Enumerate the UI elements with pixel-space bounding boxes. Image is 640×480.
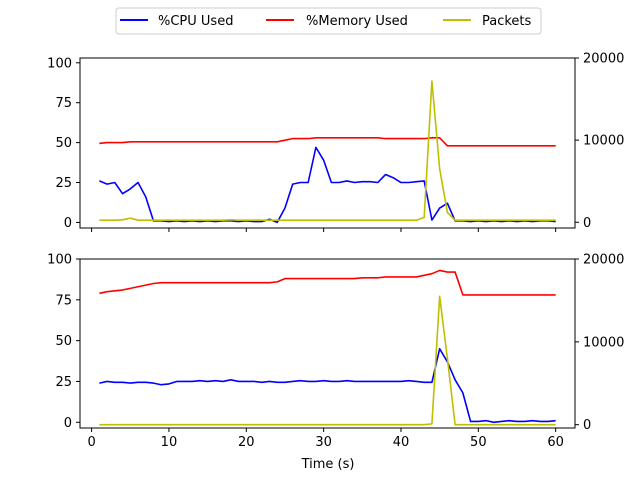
bottom-x-tick-label: 40 <box>393 435 410 450</box>
bottom-left-y-tick-label: 0 <box>64 416 72 431</box>
bottom-x-tick-label: 60 <box>547 435 564 450</box>
bottom-left-y-tick-label: 25 <box>55 375 72 390</box>
bottom-left-y-tick-label: 100 <box>47 253 72 268</box>
top-left-y-tick-label: 0 <box>64 216 72 231</box>
bottom-x-tick-label: 30 <box>315 435 332 450</box>
bottom-x-tick-label: 50 <box>470 435 487 450</box>
top-panel: 0 25 50 75 100 0 10000 20000 <box>47 52 624 232</box>
bottom-series-line-packets <box>99 295 556 426</box>
bottom-panel: 0 10 20 30 40 50 60 0 25 50 75 100 0 10000 20000 <box>47 253 624 451</box>
x-axis-title: Time (s) <box>301 457 355 472</box>
top-left-y-tick-label: 25 <box>55 176 72 191</box>
top-right-y-tick-label: 20000 <box>583 52 624 67</box>
legend-label-packets: Packets <box>482 14 532 29</box>
bottom-series-line-cpu-used <box>99 348 556 424</box>
bottom-x-tick-label: 0 <box>87 435 95 450</box>
bottom-right-y-tick-label: 20000 <box>583 253 624 268</box>
legend-label-memory: %Memory Used <box>306 14 408 29</box>
bottom-plot-frame <box>79 258 576 429</box>
bottom-x-tick-label: 20 <box>238 435 255 450</box>
bottom-left-y-tick-label: 75 <box>55 293 72 308</box>
top-left-y-tick-label: 50 <box>55 136 72 151</box>
top-left-y-tick-label: 100 <box>47 56 72 71</box>
top-left-y-tick-label: 75 <box>55 96 72 111</box>
top-right-y-tick-label: 0 <box>583 216 591 231</box>
bottom-x-tick-label: 10 <box>161 435 178 450</box>
top-series-line-memory-used <box>99 137 556 147</box>
bottom-right-y-tick-label: 10000 <box>583 335 624 350</box>
legend-box <box>115 7 542 35</box>
top-series-line-packets <box>99 80 556 221</box>
top-right-y-tick-label: 10000 <box>583 134 624 149</box>
legend-label-cpu: %CPU Used <box>158 14 233 29</box>
bottom-series-line-memory-used <box>99 269 556 296</box>
legend: %CPU Used %Memory Used Packets <box>115 7 542 35</box>
bottom-right-y-tick-label: 0 <box>583 418 591 433</box>
bottom-left-y-tick-label: 50 <box>55 334 72 349</box>
